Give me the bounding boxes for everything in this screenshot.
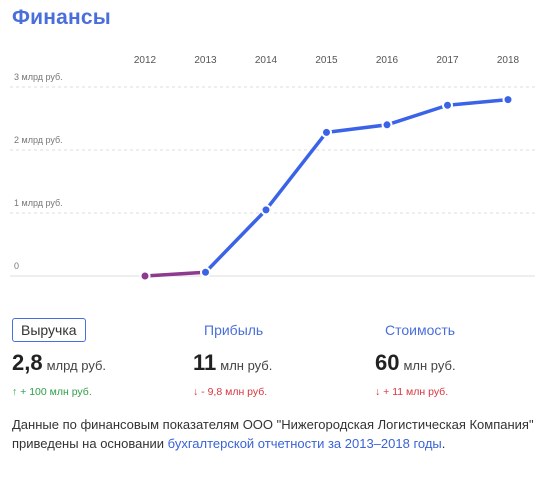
finance-chart: 2012 2013 2014 2015 2016 2017 2018 3 млрд руб.… — [10, 55, 535, 282]
y-tick-label: 3 млрд руб. — [14, 72, 63, 82]
y-tick-label: 2 млрд руб. — [14, 135, 63, 145]
data-point[interactable] — [260, 204, 272, 216]
data-point[interactable] — [139, 270, 151, 282]
tab-revenue[interactable]: Выручка — [12, 318, 86, 342]
tab-cost[interactable]: Стоимость — [385, 322, 456, 338]
data-point[interactable] — [381, 119, 393, 131]
series-segment-start — [143, 270, 208, 278]
y-axis-ticks: 3 млрд руб. 2 млрд руб. 1 млрд руб. 0 — [14, 72, 63, 271]
x-tick-label: 2013 — [194, 55, 217, 66]
y-tick-label: 0 — [14, 261, 19, 271]
page-title: Финансы — [12, 6, 111, 29]
x-tick-label: 2014 — [255, 55, 278, 66]
data-point[interactable] — [200, 266, 211, 278]
revenue-change: ↑ + 100 млн руб. — [12, 386, 92, 398]
x-tick-label: 2012 — [134, 55, 157, 66]
x-tick-label: 2015 — [315, 55, 338, 66]
profit-number: 11 — [193, 350, 217, 375]
revenue-value: 2,8 млрд руб. — [12, 350, 106, 376]
data-point[interactable] — [321, 126, 332, 138]
data-point[interactable] — [502, 94, 514, 106]
x-tick-label: 2016 — [376, 55, 399, 66]
revenue-number: 2,8 — [12, 350, 43, 375]
y-tick-label: 1 млрд руб. — [14, 198, 63, 208]
cost-change: ↓ + 11 млн руб. — [375, 386, 449, 398]
source-note: Данные по финансовым показателям ООО "Ни… — [12, 415, 537, 453]
report-link[interactable]: бухгалтерской отчетности за 2013–2018 го… — [167, 436, 442, 451]
cost-unit: млн руб. — [403, 358, 456, 373]
cost-value: 60 млн руб. — [375, 350, 456, 376]
chart-grid — [10, 86, 535, 277]
cost-number: 60 — [375, 350, 400, 375]
tab-profit[interactable]: Прибыль — [204, 322, 264, 338]
profit-change: ↓ - 9,8 млн руб. — [193, 386, 268, 398]
profit-value: 11 млн руб. — [193, 350, 272, 376]
x-axis-ticks: 2012 2013 2014 2015 2016 2017 2018 — [134, 55, 520, 66]
profit-unit: млн руб. — [220, 358, 273, 373]
series-points — [139, 94, 514, 282]
x-tick-label: 2018 — [497, 55, 520, 66]
note-end: . — [441, 436, 446, 451]
revenue-unit: млрд руб. — [46, 358, 107, 373]
x-tick-label: 2017 — [436, 55, 459, 66]
series-line — [203, 97, 510, 274]
note-text: Данные по финансовым показателям ООО "Ни… — [12, 417, 534, 451]
series-lines — [143, 97, 510, 278]
data-point[interactable] — [442, 99, 453, 111]
